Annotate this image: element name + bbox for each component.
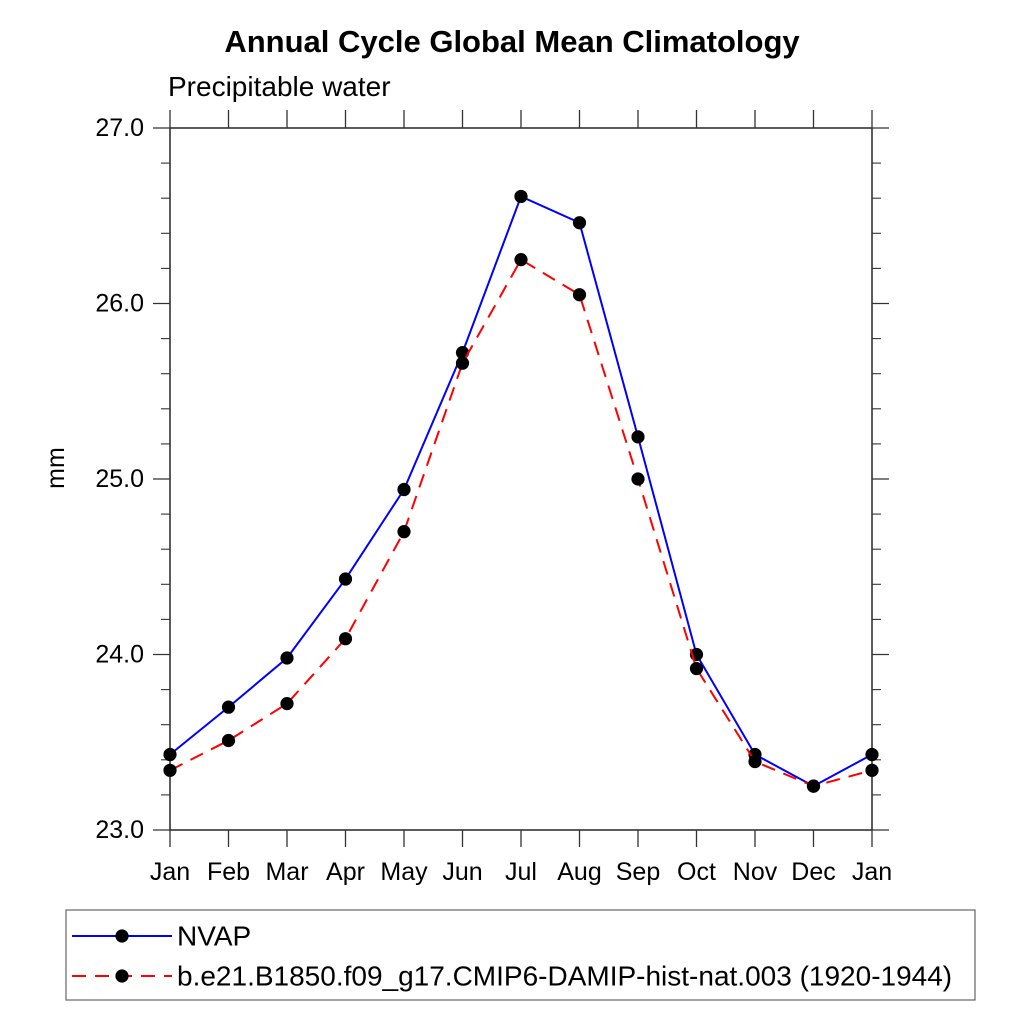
y-tick-label: 24.0	[95, 641, 144, 669]
data-point-marker	[397, 525, 411, 539]
legend-label: NVAP	[177, 921, 251, 952]
y-tick-label: 23.0	[95, 816, 144, 844]
month-label: Apr	[326, 858, 365, 886]
legend-swatch-marker	[115, 929, 129, 943]
chart-subtitle: Precipitable water	[168, 71, 391, 102]
month-label: Jul	[505, 858, 537, 886]
month-label: Feb	[207, 858, 250, 886]
data-point-marker	[163, 747, 177, 762]
data-point-marker	[806, 779, 821, 793]
data-point-marker	[514, 253, 528, 267]
data-point-marker	[221, 733, 236, 748]
month-label: Oct	[677, 858, 716, 886]
data-point-marker	[572, 216, 587, 230]
data-point-marker	[455, 356, 470, 370]
data-point-marker	[163, 763, 177, 777]
series-line-0	[169, 195, 873, 788]
month-label: Sep	[616, 858, 660, 886]
axes-layer: Jan Feb Mar Apr May Jun Jul Aug Sep Oct Nov Dec Jan2…	[95, 110, 892, 886]
month-label: Jan	[852, 858, 892, 886]
chart-title: Annual Cycle Global Mean Climatology	[224, 24, 800, 59]
data-point-marker	[748, 754, 762, 769]
data-point-marker	[572, 288, 587, 302]
y-tick-label: 27.0	[95, 114, 144, 142]
data-point-marker	[280, 651, 294, 665]
data-point-marker	[397, 482, 411, 497]
series-layer	[163, 189, 879, 793]
legend-item-0: NVAP	[72, 921, 251, 952]
data-point-marker	[514, 189, 528, 204]
data-point-marker	[865, 763, 879, 777]
data-point-marker	[280, 697, 294, 711]
data-point-marker	[631, 430, 645, 444]
legend-item-1: b.e21.B1850.f09_g17.CMIP6-DAMIP-hist-nat…	[72, 961, 952, 992]
data-point-marker	[338, 632, 353, 646]
y-tick-label: 26.0	[95, 290, 144, 318]
data-point-marker	[221, 700, 236, 714]
legend-label: b.e21.B1850.f09_g17.CMIP6-DAMIP-hist-nat…	[177, 961, 952, 992]
data-point-marker	[865, 747, 879, 762]
legend: NVAP b.e21.B1850.f09_g17.CMIP6-DAMIP-hist…	[65, 909, 976, 1001]
plot-frame	[169, 127, 873, 831]
month-label: Jan	[150, 858, 190, 886]
month-label: Dec	[791, 858, 835, 886]
y-tick-label: 25.0	[95, 465, 144, 493]
data-point-marker	[338, 572, 353, 586]
month-label: Jun	[442, 858, 482, 886]
month-label: Nov	[733, 858, 778, 886]
month-label: Aug	[557, 858, 601, 886]
month-label: May	[380, 858, 428, 886]
legend-box	[65, 909, 976, 1001]
data-point-marker	[689, 661, 704, 676]
series-line-1	[169, 258, 873, 788]
month-label: Mar	[265, 858, 308, 886]
legend-swatch-marker	[115, 969, 129, 983]
data-point-marker	[631, 472, 645, 486]
